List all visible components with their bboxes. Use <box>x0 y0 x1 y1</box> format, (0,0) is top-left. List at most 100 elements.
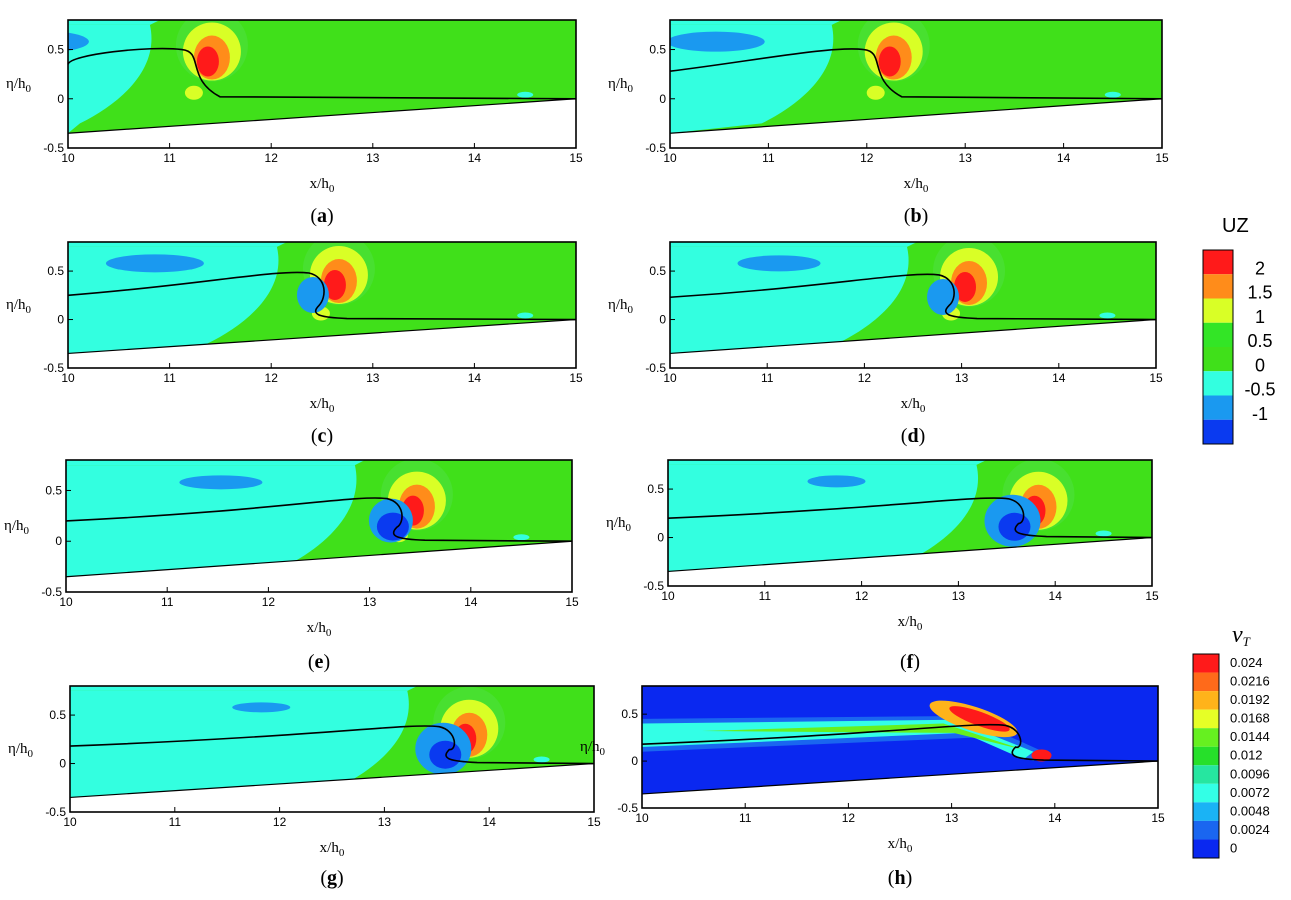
cyan-region <box>668 464 979 572</box>
x-tick-label: 15 <box>1149 371 1163 385</box>
plot-frame <box>65 459 573 593</box>
panel-h: 10 11 12 13 14 15 -0.5 0 0.5 x/h0 η/h0 (h) <box>580 685 1165 889</box>
colorbar-tick-label: 0 <box>1230 840 1237 855</box>
negative-blob <box>68 32 89 51</box>
contour-field <box>68 20 576 148</box>
x-tick-label: 10 <box>661 589 675 603</box>
contour-field <box>68 242 576 368</box>
jet-core <box>998 512 1031 541</box>
colorbar-tick-label: 1 <box>1255 307 1265 327</box>
negative-blob <box>737 255 821 272</box>
free-surface <box>67 271 577 321</box>
contour-field <box>70 686 594 812</box>
ring-4 <box>954 271 977 302</box>
tail-spot <box>1095 530 1112 537</box>
x-tick-label: 14 <box>1057 151 1071 165</box>
x-axis-label: x/h0 <box>904 176 929 195</box>
cyan-region <box>670 24 834 134</box>
y-tick-label: 0 <box>57 313 64 327</box>
panel-caption: (c) <box>311 425 333 447</box>
ring-4 <box>878 46 901 77</box>
panel-caption: (d) <box>901 425 925 447</box>
y-tick-label: 0.5 <box>649 264 666 278</box>
y-axis-label: η/h0 <box>606 515 632 534</box>
colorbar-swatch <box>1193 802 1219 821</box>
x-tick-label: 11 <box>739 811 752 825</box>
colorbar-swatch <box>1193 746 1219 766</box>
colorbar-tick-label: 0.0144 <box>1230 729 1270 744</box>
bed-line <box>669 98 1163 134</box>
plot-frame <box>667 459 1153 587</box>
panel-e: 10 11 12 13 14 15 -0.5 0 0.5 x/h0 η/h0 (e) <box>4 459 579 673</box>
plot-frame <box>69 685 595 813</box>
x-tick-label: 14 <box>1052 371 1066 385</box>
colorbar-tick-label: 0.0216 <box>1230 674 1270 689</box>
x-tick-label: 15 <box>565 595 579 609</box>
below-bed <box>68 98 576 148</box>
bed-line <box>667 536 1153 573</box>
colorbar-uz: UZ 2 1.5 1 0.5 0 -0.5 -1 <box>1202 215 1276 445</box>
plot-frame <box>67 19 577 149</box>
x-tick-label: 12 <box>860 151 874 165</box>
colorbar-frame <box>1202 249 1234 445</box>
panel-caption: (f) <box>900 651 920 673</box>
x-tick-label: 12 <box>273 815 287 829</box>
x-tick-label: 15 <box>1155 151 1169 165</box>
x-tick-label: 13 <box>366 151 380 165</box>
tail-spot <box>517 91 534 98</box>
free-surface <box>669 48 1163 100</box>
cyan-region <box>68 24 152 134</box>
x-tick-label: 11 <box>169 815 182 829</box>
colorbar-tick-label: 0.0168 <box>1230 711 1270 726</box>
plot-frame <box>669 241 1157 369</box>
contour-field <box>668 460 1152 586</box>
colorbar-swatch <box>1193 820 1219 840</box>
colorbar-tick-label: 1.5 <box>1247 283 1272 303</box>
y-tick-label: -0.5 <box>645 141 666 155</box>
colorbar-swatch <box>1203 250 1233 275</box>
lower-lobe <box>866 85 885 100</box>
colorbar-title: UZ <box>1222 215 1249 237</box>
x-tick-label: 12 <box>842 811 856 825</box>
jet-core <box>376 512 409 541</box>
colorbar-swatch <box>1193 839 1219 858</box>
x-tick-label: 11 <box>759 589 772 603</box>
below-bed <box>668 537 1152 586</box>
lower-lobe <box>184 85 203 100</box>
colorbar-tick-label: 0.0024 <box>1230 822 1270 837</box>
colorbar-tick-label: 0.5 <box>1247 331 1272 351</box>
x-tick-label: 15 <box>587 815 601 829</box>
y-tick-label: -0.5 <box>43 141 64 155</box>
colorbar-swatch <box>1203 419 1233 444</box>
plot-frame <box>669 19 1163 149</box>
colorbar-tick-label: -1 <box>1252 404 1268 424</box>
x-tick-label: 13 <box>363 595 377 609</box>
bed-line <box>67 318 577 355</box>
x-axis-label: x/h0 <box>310 396 335 415</box>
colorbar-swatch <box>1203 298 1233 323</box>
tail-spot <box>517 312 534 319</box>
y-tick-label: 0.5 <box>621 707 638 721</box>
panel-caption: (e) <box>308 651 330 673</box>
panel-b: 10 11 12 13 14 15 -0.5 0 0.5 x/h0 η/h0 (b) <box>608 19 1169 227</box>
cyan-region-top <box>668 460 987 465</box>
x-tick-label: 14 <box>468 151 482 165</box>
y-tick-label: 0.5 <box>649 43 666 57</box>
x-axis-label: x/h0 <box>320 840 345 859</box>
below-bed <box>70 763 594 812</box>
y-axis-label: η/h0 <box>6 297 32 316</box>
y-tick-label: -0.5 <box>45 805 66 819</box>
colorbar-swatch <box>1203 371 1233 396</box>
x-tick-label: 14 <box>464 595 478 609</box>
colorbar-frame <box>1192 653 1220 859</box>
x-tick-label: 10 <box>663 151 677 165</box>
x-tick-label: 15 <box>1145 589 1159 603</box>
below-bed <box>670 319 1156 368</box>
tail-spot <box>533 756 550 763</box>
x-tick-label: 13 <box>366 371 380 385</box>
x-tick-label: 14 <box>468 371 482 385</box>
tail-spot <box>513 534 530 541</box>
x-axis-label: x/h0 <box>888 836 913 855</box>
x-tick-label: 15 <box>1151 811 1165 825</box>
y-tick-label: -0.5 <box>643 579 664 593</box>
